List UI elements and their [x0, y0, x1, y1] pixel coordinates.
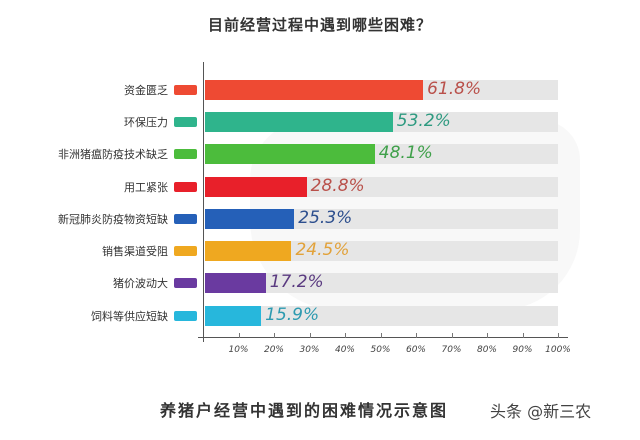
bar-row: 猪价波动大 17.2% — [0, 272, 640, 294]
category-label: 用工紧张 — [124, 181, 168, 194]
watermark: 头条 @新三农 — [490, 402, 592, 421]
value-label: 17.2% — [269, 272, 324, 292]
x-tick-label: 40% — [334, 345, 355, 355]
x-tick-label: 90% — [512, 345, 533, 355]
value-label: 53.2% — [396, 111, 451, 131]
legend-swatch — [174, 311, 197, 321]
bar-track — [205, 241, 558, 261]
y-axis — [203, 62, 204, 342]
legend-swatch — [174, 85, 197, 95]
x-axis — [198, 337, 568, 338]
bar-row: 饲料等供应短缺 15.9% — [0, 305, 640, 327]
x-tick-label: 50% — [370, 345, 391, 355]
value-label: 48.1% — [378, 143, 433, 163]
x-tick-label: 100% — [545, 345, 571, 355]
bar — [205, 209, 295, 229]
legend-swatch — [174, 117, 197, 127]
value-label: 61.8% — [427, 79, 482, 99]
category-label: 非洲猪瘟防疫技术缺乏 — [58, 148, 168, 161]
x-tick — [309, 333, 311, 338]
x-tick-label: 70% — [441, 345, 462, 355]
x-tick — [451, 333, 453, 338]
legend-swatch — [174, 182, 197, 192]
bar-row: 销售渠道受阻 24.5% — [0, 240, 640, 262]
x-tick-label: 30% — [299, 345, 320, 355]
x-tick — [345, 333, 346, 338]
category-label: 猪价波动大 — [113, 277, 168, 290]
x-tick — [558, 333, 559, 338]
legend-swatch — [174, 278, 197, 288]
x-tick-label: 60% — [405, 345, 426, 355]
bar — [205, 273, 266, 293]
category-label: 新冠肺炎防疫物资短缺 — [58, 213, 168, 226]
bar — [205, 177, 307, 197]
x-tick-label: 10% — [228, 345, 249, 355]
x-tick-label: 20% — [263, 345, 284, 355]
legend-swatch — [174, 149, 197, 159]
bar-track — [205, 273, 558, 293]
chart-title: 目前经营过程中遇到哪些困难？ — [207, 16, 432, 34]
legend-swatch — [174, 214, 197, 224]
category-label: 销售渠道受阻 — [102, 245, 168, 258]
category-label: 环保压力 — [124, 116, 168, 129]
value-label: 28.8% — [310, 176, 365, 196]
bar-track — [205, 306, 558, 326]
category-label: 资金匮乏 — [124, 84, 168, 97]
value-label: 24.5% — [295, 240, 350, 260]
x-tick — [487, 333, 488, 338]
legend-swatch — [174, 246, 197, 256]
bar — [205, 144, 375, 164]
x-tick — [380, 333, 382, 338]
x-tick — [238, 333, 240, 338]
bar-row: 新冠肺炎防疫物资短缺 25.3% — [0, 208, 640, 230]
value-label: 25.3% — [298, 208, 353, 228]
category-label: 饲料等供应短缺 — [91, 310, 168, 323]
chart-caption: 养猪户经营中遇到的困难情况示意图 — [160, 401, 449, 420]
bar — [205, 112, 393, 132]
bar-row: 用工紧张 28.8% — [0, 176, 640, 198]
x-tick-label: 80% — [476, 345, 497, 355]
bar — [205, 80, 424, 100]
bar-row: 非洲猪瘟防疫技术缺乏 48.1% — [0, 143, 640, 165]
value-label: 15.9% — [265, 305, 320, 325]
x-tick — [522, 333, 524, 338]
x-tick — [274, 333, 275, 338]
bar — [205, 306, 262, 326]
bar-row: 资金匮乏 61.8% — [0, 79, 640, 101]
bar — [205, 241, 292, 261]
x-tick — [416, 333, 417, 338]
bar-row: 环保压力 53.2% — [0, 111, 640, 133]
